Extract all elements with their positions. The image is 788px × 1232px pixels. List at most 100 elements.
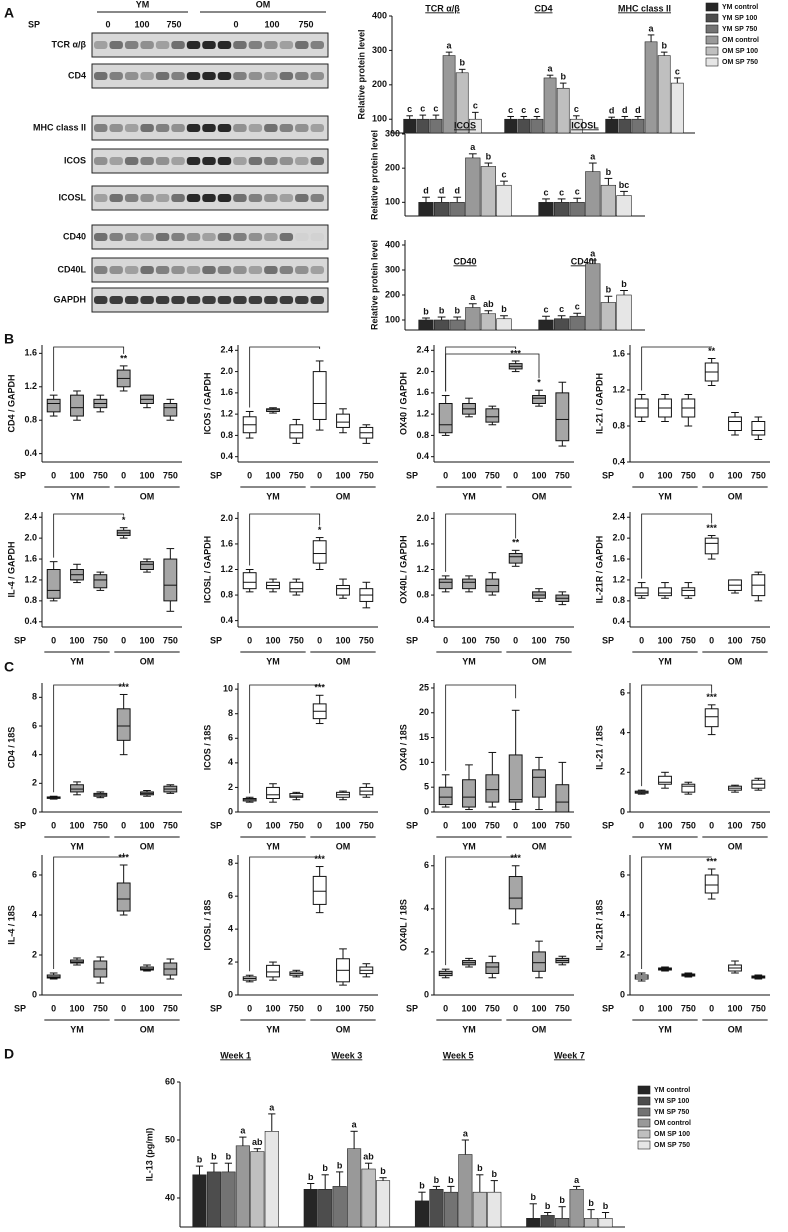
x-tick-label: 100 bbox=[69, 1003, 84, 1013]
x-tick-label: 100 bbox=[727, 470, 742, 480]
x-tick-label: 0 bbox=[247, 470, 252, 480]
box bbox=[163, 403, 178, 417]
y-tick-label: 2 bbox=[228, 956, 233, 966]
significance: * bbox=[318, 525, 322, 535]
bar bbox=[555, 1218, 570, 1228]
letter-label: a bbox=[470, 142, 476, 152]
letter-label: b bbox=[621, 279, 627, 289]
category-title: CD40L bbox=[571, 256, 600, 266]
y-tick-label: 1.6 bbox=[24, 348, 37, 358]
blot-band bbox=[124, 233, 139, 241]
bar bbox=[403, 118, 417, 134]
x-tick-label: 0 bbox=[121, 820, 126, 830]
group-label: OM bbox=[532, 841, 547, 851]
blot-row-label: TCR α/β bbox=[51, 39, 86, 49]
blot-band bbox=[295, 266, 309, 274]
x-tick-label: 100 bbox=[657, 820, 672, 830]
letter-label: b bbox=[419, 1181, 425, 1191]
blot-band bbox=[310, 233, 324, 241]
legend-swatch bbox=[637, 1118, 651, 1128]
x-tick-label: 750 bbox=[485, 470, 500, 480]
category-title: ICOS bbox=[454, 120, 476, 130]
y-tick-label: 0 bbox=[228, 806, 233, 816]
letter-label: b bbox=[530, 1192, 536, 1202]
bar bbox=[569, 315, 585, 331]
bar bbox=[657, 55, 671, 134]
blot-band bbox=[171, 266, 185, 274]
dose-label: 750 bbox=[166, 19, 181, 29]
x-tick-label: 750 bbox=[485, 1003, 500, 1013]
box bbox=[336, 413, 350, 428]
y-axis-label: ICOS / 18S bbox=[202, 725, 212, 771]
blot-band bbox=[155, 296, 170, 304]
x-tick-label: 0 bbox=[51, 1003, 56, 1013]
group-label: OM bbox=[728, 1024, 743, 1034]
x-tick-label: 100 bbox=[657, 635, 672, 645]
y-tick-label: 1.6 bbox=[24, 553, 37, 563]
x-axis-label: SP bbox=[406, 470, 418, 480]
blot-band bbox=[171, 41, 185, 49]
blot-band bbox=[202, 124, 216, 132]
letter-label: b bbox=[337, 1160, 343, 1170]
letter-label: c bbox=[559, 304, 564, 314]
blot-band bbox=[202, 157, 216, 165]
y-tick-label: 0.8 bbox=[220, 430, 233, 440]
x-tick-label: 100 bbox=[335, 635, 350, 645]
letter-label: a bbox=[240, 1125, 246, 1135]
blot-band bbox=[264, 124, 278, 132]
group-label: OM bbox=[728, 841, 743, 851]
y-tick-label: 0.4 bbox=[220, 615, 233, 625]
y-axis-label: IL-21 / 18S bbox=[594, 725, 604, 770]
letter-label: d bbox=[423, 186, 429, 196]
bar bbox=[303, 1189, 318, 1228]
letter-label: b bbox=[501, 304, 507, 314]
legend-label: YM control bbox=[722, 4, 758, 11]
sp-label: SP bbox=[28, 19, 40, 29]
x-tick-label: 750 bbox=[555, 1003, 570, 1013]
box bbox=[289, 424, 304, 439]
bar bbox=[375, 1180, 391, 1228]
letter-label: c bbox=[675, 66, 680, 76]
group-label: OM bbox=[336, 491, 351, 501]
category-title: CD4 bbox=[534, 3, 552, 13]
blot-band bbox=[233, 233, 247, 241]
blot-band bbox=[217, 266, 232, 274]
box bbox=[532, 769, 546, 798]
bar bbox=[433, 319, 450, 331]
legend-swatch bbox=[705, 24, 719, 34]
blot-band bbox=[94, 296, 108, 304]
box bbox=[485, 962, 500, 974]
group-label: YM bbox=[70, 491, 84, 501]
box bbox=[289, 581, 304, 593]
x-tick-label: 100 bbox=[69, 820, 84, 830]
legend-swatch bbox=[705, 57, 719, 67]
bar bbox=[429, 1189, 444, 1228]
box bbox=[266, 964, 280, 978]
box bbox=[462, 578, 476, 590]
x-tick-label: 0 bbox=[317, 635, 322, 645]
x-tick-label: 0 bbox=[51, 820, 56, 830]
blot-band bbox=[310, 157, 324, 165]
bar bbox=[458, 1154, 473, 1228]
group-label: YM bbox=[462, 656, 476, 666]
box bbox=[70, 784, 84, 793]
blot-row-label: ICOSL bbox=[58, 192, 86, 202]
x-axis-label: SP bbox=[210, 1003, 222, 1013]
letter-label: c bbox=[575, 187, 580, 197]
blot-band bbox=[264, 266, 278, 274]
blot-band bbox=[186, 72, 201, 80]
letter-label: b bbox=[545, 1201, 551, 1211]
blot-band bbox=[217, 233, 232, 241]
dose-label: 750 bbox=[298, 19, 313, 29]
x-tick-label: 750 bbox=[681, 1003, 696, 1013]
y-tick-label: 100 bbox=[372, 114, 387, 124]
x-tick-label: 750 bbox=[359, 635, 374, 645]
blot-band bbox=[94, 157, 108, 165]
blot-band bbox=[186, 233, 201, 241]
bar bbox=[192, 1174, 207, 1228]
panel-letter: A bbox=[4, 5, 14, 21]
y-tick-label: 6 bbox=[32, 869, 37, 879]
x-tick-label: 100 bbox=[69, 635, 84, 645]
bar bbox=[585, 263, 601, 331]
y-axis-label: IL-21R / 18S bbox=[594, 899, 604, 950]
